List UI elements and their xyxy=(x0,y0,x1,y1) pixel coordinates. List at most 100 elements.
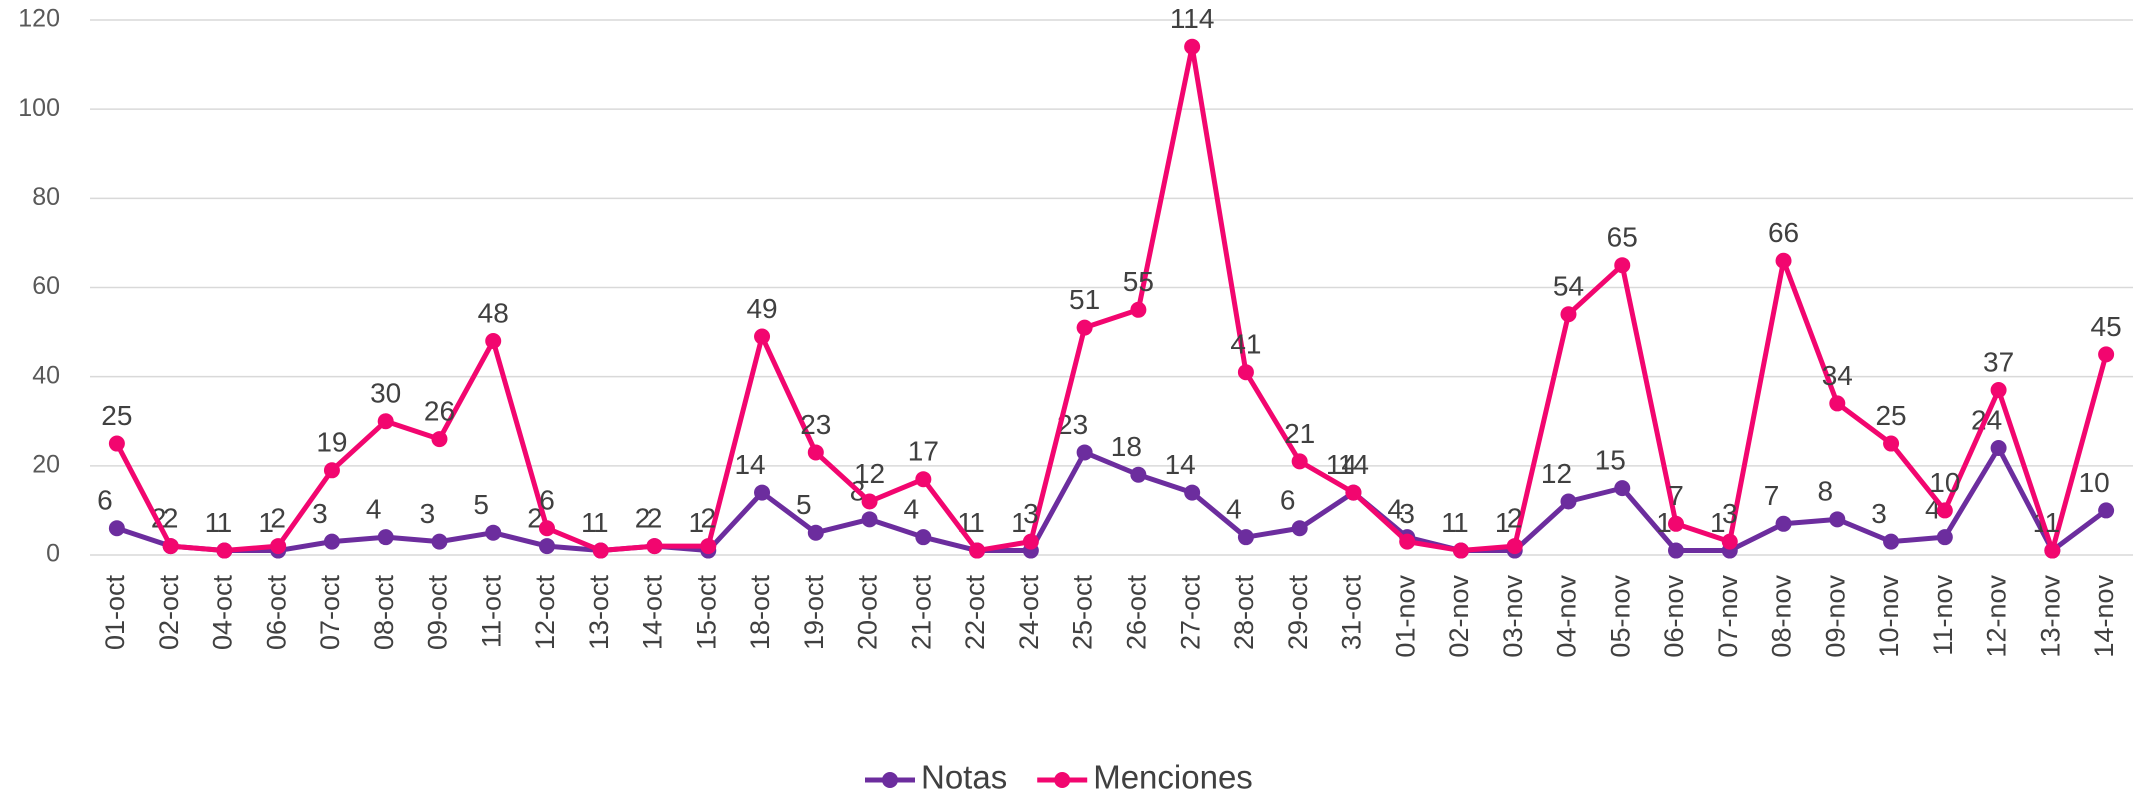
data-label: 5 xyxy=(473,489,489,520)
series-marker xyxy=(1130,301,1147,318)
series-marker xyxy=(1614,480,1631,497)
x-tick-label: 11-nov xyxy=(1928,575,1958,656)
series-marker xyxy=(592,542,609,559)
x-tick-label: 29-oct xyxy=(1283,575,1313,651)
series-marker xyxy=(754,328,771,345)
series-marker xyxy=(1345,484,1362,501)
series-marker xyxy=(1291,453,1308,470)
data-label: 10 xyxy=(2079,467,2110,498)
series-marker xyxy=(1990,382,2007,399)
series-marker xyxy=(323,462,340,479)
legend-label: Menciones xyxy=(1093,759,1253,796)
data-label: 3 xyxy=(1399,498,1415,529)
series-marker xyxy=(1668,515,1685,532)
series-marker xyxy=(861,493,878,510)
x-tick-label: 27-oct xyxy=(1175,575,1205,651)
data-label: 66 xyxy=(1768,217,1799,248)
x-tick-label: 06-oct xyxy=(261,575,291,651)
data-label: 10 xyxy=(1929,467,1960,498)
data-label: 2 xyxy=(270,502,286,533)
x-tick-label: 19-oct xyxy=(799,575,829,651)
series-marker xyxy=(1184,38,1201,55)
x-tick-label: 09-nov xyxy=(1820,575,1850,658)
y-tick-label: 0 xyxy=(46,540,60,568)
x-tick-label: 24-oct xyxy=(1014,575,1044,651)
x-tick-label: 15-oct xyxy=(691,575,721,651)
data-label: 34 xyxy=(1822,360,1853,391)
data-label: 6 xyxy=(97,485,113,516)
x-tick-label: 13-oct xyxy=(584,575,614,651)
series-marker xyxy=(646,538,663,555)
data-label: 1 xyxy=(1495,507,1511,538)
x-tick-label: 26-oct xyxy=(1122,575,1152,651)
data-label: 14 xyxy=(734,449,765,480)
legend-marker xyxy=(1054,772,1071,788)
series-marker xyxy=(2098,502,2115,519)
x-tick-label: 18-oct xyxy=(745,575,775,651)
data-label: 1 xyxy=(258,507,274,538)
data-label: 1 xyxy=(969,507,985,538)
data-label: 4 xyxy=(366,494,382,525)
series-marker xyxy=(1775,252,1792,269)
series-marker xyxy=(1829,511,1846,528)
data-label: 14 xyxy=(1165,449,1196,480)
data-label: 45 xyxy=(2091,311,2122,342)
series-marker xyxy=(915,471,932,488)
data-label: 3 xyxy=(420,498,436,529)
series-marker xyxy=(861,511,878,528)
data-label: 7 xyxy=(1668,480,1684,511)
data-label: 3 xyxy=(1023,498,1039,529)
data-label: 1 xyxy=(2045,507,2061,538)
y-tick-label: 40 xyxy=(32,361,60,389)
series-marker xyxy=(377,413,394,430)
y-tick-label: 20 xyxy=(32,450,60,478)
series-marker xyxy=(1560,493,1577,510)
data-label: 1 xyxy=(581,507,597,538)
x-tick-label: 01-oct xyxy=(100,575,130,651)
y-tick-label: 60 xyxy=(32,272,60,300)
series-marker xyxy=(915,529,932,546)
data-label: 23 xyxy=(800,409,831,440)
data-label: 41 xyxy=(1230,329,1261,360)
series-line xyxy=(114,44,2109,554)
x-tick-label: 09-oct xyxy=(423,575,453,651)
data-label: 14 xyxy=(1338,449,1369,480)
x-tick-label: 01-nov xyxy=(1390,575,1420,658)
data-label: 1 xyxy=(205,507,221,538)
series-marker xyxy=(485,333,502,349)
x-tick-label: 07-oct xyxy=(315,575,345,651)
data-label: 4 xyxy=(1226,494,1242,525)
data-label: 1 xyxy=(688,507,704,538)
series-marker xyxy=(969,542,986,559)
series-marker xyxy=(1076,319,1093,336)
data-label: 2 xyxy=(635,502,651,533)
x-tick-label: 22-oct xyxy=(960,575,990,651)
series-marker xyxy=(162,538,179,555)
series-marker xyxy=(700,538,717,555)
x-tick-label: 21-oct xyxy=(906,575,936,651)
data-label: 21 xyxy=(1284,418,1315,449)
data-label: 26 xyxy=(424,395,455,426)
data-label: 17 xyxy=(908,436,939,467)
x-tick-label: 10-nov xyxy=(1874,575,1904,658)
x-tick-label: 02-oct xyxy=(154,575,184,651)
data-label: 4 xyxy=(1387,494,1403,525)
series-line xyxy=(116,445,2108,554)
data-label: 1 xyxy=(1441,507,1457,538)
data-label: 30 xyxy=(370,378,401,409)
y-tick-label: 100 xyxy=(18,94,60,122)
data-label: 2 xyxy=(163,502,179,533)
data-label: 1 xyxy=(1710,507,1726,538)
data-label: 1 xyxy=(217,507,233,538)
x-tick-label: 06-nov xyxy=(1659,575,1689,658)
x-tick-label: 04-oct xyxy=(208,575,238,651)
x-tick-label: 14-nov xyxy=(2089,575,2119,658)
data-label: 114 xyxy=(1170,3,1215,34)
data-label: 37 xyxy=(1983,346,2014,377)
series-marker xyxy=(1829,395,1846,412)
series-marker xyxy=(1452,542,1469,559)
x-tick-label: 12-oct xyxy=(530,575,560,651)
series-marker xyxy=(1775,515,1792,532)
series-marker xyxy=(1076,444,1093,461)
series-marker xyxy=(1399,533,1416,550)
